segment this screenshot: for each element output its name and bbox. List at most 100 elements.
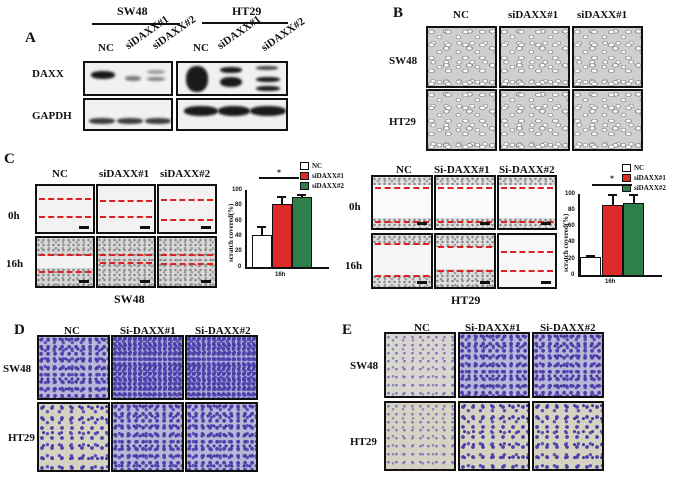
panel-c-label: C — [4, 151, 15, 167]
micrograph-ht29-nc — [426, 89, 497, 151]
bar-sidaxx1 — [602, 205, 623, 276]
significance-bracket — [259, 177, 299, 179]
row-label-16h: 16h — [6, 258, 24, 270]
panel-e-label: E — [342, 322, 353, 338]
row-label-gapdh: GAPDH — [32, 110, 72, 122]
scratch-image-sw48-nc-16h — [35, 236, 95, 288]
transwell-image-sw48-nc — [384, 332, 456, 398]
transwell-image-sw48-nc — [37, 335, 110, 400]
row-label-ht29: HT29 — [8, 432, 35, 444]
column-label: siDAXX#1 — [577, 9, 628, 21]
caption-ht29: HT29 — [451, 293, 481, 307]
row-label-sw48: SW48 — [389, 55, 418, 67]
column-label: Si-DAXX#1 — [465, 322, 521, 334]
group-label-ht29: HT29 — [232, 4, 262, 18]
scratch-image-sw48-si1-16h — [96, 236, 156, 288]
row-label-daxx: DAXX — [32, 68, 64, 80]
transwell-image-ht29-si1 — [458, 401, 530, 471]
transwell-image-sw48-si1 — [458, 332, 530, 398]
row-label-16h: 16h — [345, 260, 363, 272]
scratch-image-ht29-si1-16h — [434, 233, 496, 289]
significance-bracket — [592, 184, 632, 186]
transwell-image-ht29-si2 — [185, 402, 258, 472]
column-label: NC — [52, 168, 68, 180]
western-blot-ht29-gapdh — [176, 98, 288, 131]
y-axis-label: scratch covered(%) — [227, 203, 235, 262]
column-label: siDAXX#2 — [160, 168, 211, 180]
row-label-sw48: SW48 — [3, 363, 32, 375]
group-label-sw48: SW48 — [117, 4, 148, 18]
western-blot-ht29-daxx — [176, 61, 288, 96]
transwell-image-ht29-nc — [384, 401, 456, 471]
micrograph-sw48-sidaxx1 — [499, 26, 570, 88]
column-label: NC — [396, 164, 412, 176]
legend-item-sidaxx1: siDAXX#1 — [300, 172, 344, 180]
legend-item-sidaxx1: siDAXX#1 — [622, 174, 666, 182]
column-label: Si-DAXX#2 — [499, 164, 555, 176]
column-label: Si-DAXX#1 — [120, 325, 176, 337]
legend-item-nc: NC — [300, 162, 322, 170]
group-bracket-sw48 — [92, 23, 180, 25]
scratch-image-sw48-si1-0h — [96, 184, 156, 234]
micrograph-sw48-sidaxx1b — [572, 26, 643, 88]
micrograph-ht29-sidaxx1b — [572, 89, 643, 151]
scratch-image-ht29-si1-0h — [434, 175, 496, 230]
scratch-image-ht29-nc-0h — [371, 175, 433, 230]
row-label-ht29: HT29 — [389, 116, 416, 128]
western-blot-sw48-gapdh — [83, 98, 173, 131]
lane-label: siDAXX#1 — [215, 13, 264, 53]
column-label: NC — [453, 9, 469, 21]
column-label: NC — [64, 325, 80, 337]
transwell-image-sw48-si1 — [111, 335, 184, 400]
row-label-0h: 0h — [349, 201, 361, 213]
bar-chart-sw48: NC siDAXX#1 siDAXX#2 * scratch covered(%… — [227, 162, 344, 278]
legend-swatch — [300, 162, 309, 170]
legend-swatch — [300, 182, 309, 190]
column-label: Si-DAXX#1 — [434, 164, 490, 176]
x-tick: 16h — [275, 272, 286, 278]
caption-sw48: SW48 — [114, 292, 145, 306]
column-label: siDAXX#1 — [99, 168, 150, 180]
column-label: siDAXX#1 — [508, 9, 559, 21]
y-axis — [578, 194, 580, 276]
scratch-image-sw48-si2-16h — [157, 236, 217, 288]
scratch-image-ht29-si2-0h — [497, 175, 557, 230]
legend-item-sidaxx2: siDAXX#2 — [300, 182, 344, 190]
panel-a-label: A — [25, 30, 36, 46]
transwell-image-sw48-si2 — [185, 335, 258, 400]
row-label-0h: 0h — [8, 210, 20, 222]
group-bracket-ht29 — [202, 22, 288, 24]
legend-swatch — [300, 172, 309, 180]
column-label: Si-DAXX#2 — [195, 325, 251, 337]
significance-star: * — [610, 174, 614, 183]
bar-sidaxx2 — [623, 203, 644, 276]
x-tick: 16h — [605, 279, 616, 285]
scratch-image-sw48-si2-0h — [157, 184, 217, 234]
scratch-image-sw48-nc-0h — [35, 184, 95, 234]
micrograph-sw48-nc — [426, 26, 497, 88]
lane-label: NC — [98, 42, 114, 54]
transwell-image-sw48-si2 — [532, 332, 604, 398]
panel-d-label: D — [14, 322, 25, 338]
transwell-image-ht29-nc — [37, 402, 110, 472]
column-label: NC — [414, 322, 430, 334]
lane-label: NC — [193, 42, 209, 54]
scratch-image-ht29-si2-16h — [497, 233, 557, 289]
legend-swatch — [622, 164, 631, 172]
micrograph-ht29-sidaxx1 — [499, 89, 570, 151]
legend-swatch — [622, 174, 631, 182]
transwell-image-ht29-si2 — [532, 401, 604, 471]
legend-item-nc: NC — [622, 164, 644, 172]
bar-chart-ht29: NC siDAXX#1 siDAXX#2 * scratch covered(%… — [562, 164, 666, 285]
western-blot-sw48-daxx — [83, 61, 173, 96]
bar-nc — [252, 235, 272, 268]
bar-sidaxx2 — [292, 197, 312, 268]
panel-b-label: B — [393, 5, 404, 21]
bar-sidaxx1 — [272, 204, 292, 268]
row-label-sw48: SW48 — [350, 360, 379, 372]
y-axis — [245, 190, 247, 268]
significance-star: * — [277, 168, 281, 177]
transwell-image-ht29-si1 — [111, 402, 184, 472]
row-label-ht29: HT29 — [350, 436, 377, 448]
scratch-image-ht29-nc-16h — [371, 233, 433, 289]
